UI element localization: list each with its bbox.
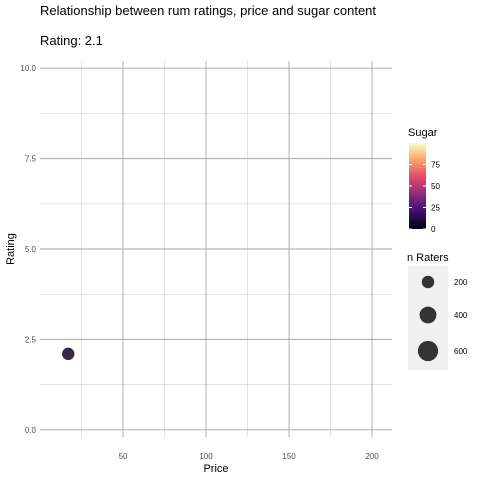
sugar-legend-title: Sugar — [408, 127, 438, 139]
sugar-tick-label: 75 — [431, 161, 440, 170]
x-axis-ticks: 50 100 150 200 — [119, 452, 380, 461]
raters-legend-label: 400 — [454, 311, 468, 320]
raters-legend-keys: 200 400 600 — [408, 266, 468, 370]
y-tick-label: 7.5 — [25, 155, 37, 164]
raters-legend-key — [421, 275, 435, 289]
raters-legend-label: 600 — [454, 347, 468, 356]
raters-legend: n Raters 200 400 600 — [407, 252, 468, 370]
sugar-tick-label: 50 — [431, 182, 440, 191]
data-points — [62, 347, 75, 361]
raters-legend-title: n Raters — [407, 252, 449, 264]
sugar-colorbar — [409, 143, 426, 229]
grid-lines — [40, 61, 392, 437]
y-tick-label: 0.0 — [25, 426, 37, 435]
raters-legend-key — [419, 306, 437, 324]
raters-legend-label: 200 — [454, 278, 468, 287]
x-axis-title: Price — [203, 463, 228, 475]
sugar-legend-ticks: 0 25 50 75 — [409, 161, 440, 234]
y-axis-title: Rating — [5, 233, 17, 265]
chart-subtitle: Rating: 2.1 — [40, 33, 103, 48]
x-tick-label: 50 — [119, 452, 128, 461]
y-tick-label: 5.0 — [25, 245, 37, 254]
y-tick-label: 10.0 — [20, 64, 36, 73]
sugar-tick-label: 25 — [431, 204, 440, 213]
chart-title: Relationship between rum ratings, price … — [40, 3, 376, 18]
x-tick-label: 100 — [199, 452, 213, 461]
sugar-legend: Sugar 0 25 50 75 — [408, 127, 440, 234]
y-axis-ticks: 0.0 2.5 5.0 7.5 10.0 — [20, 64, 36, 435]
x-tick-label: 200 — [365, 452, 379, 461]
sugar-tick-label: 0 — [431, 225, 436, 234]
data-point — [62, 347, 75, 361]
y-tick-label: 2.5 — [25, 335, 37, 344]
x-tick-label: 150 — [282, 452, 296, 461]
raters-legend-key — [417, 340, 439, 362]
